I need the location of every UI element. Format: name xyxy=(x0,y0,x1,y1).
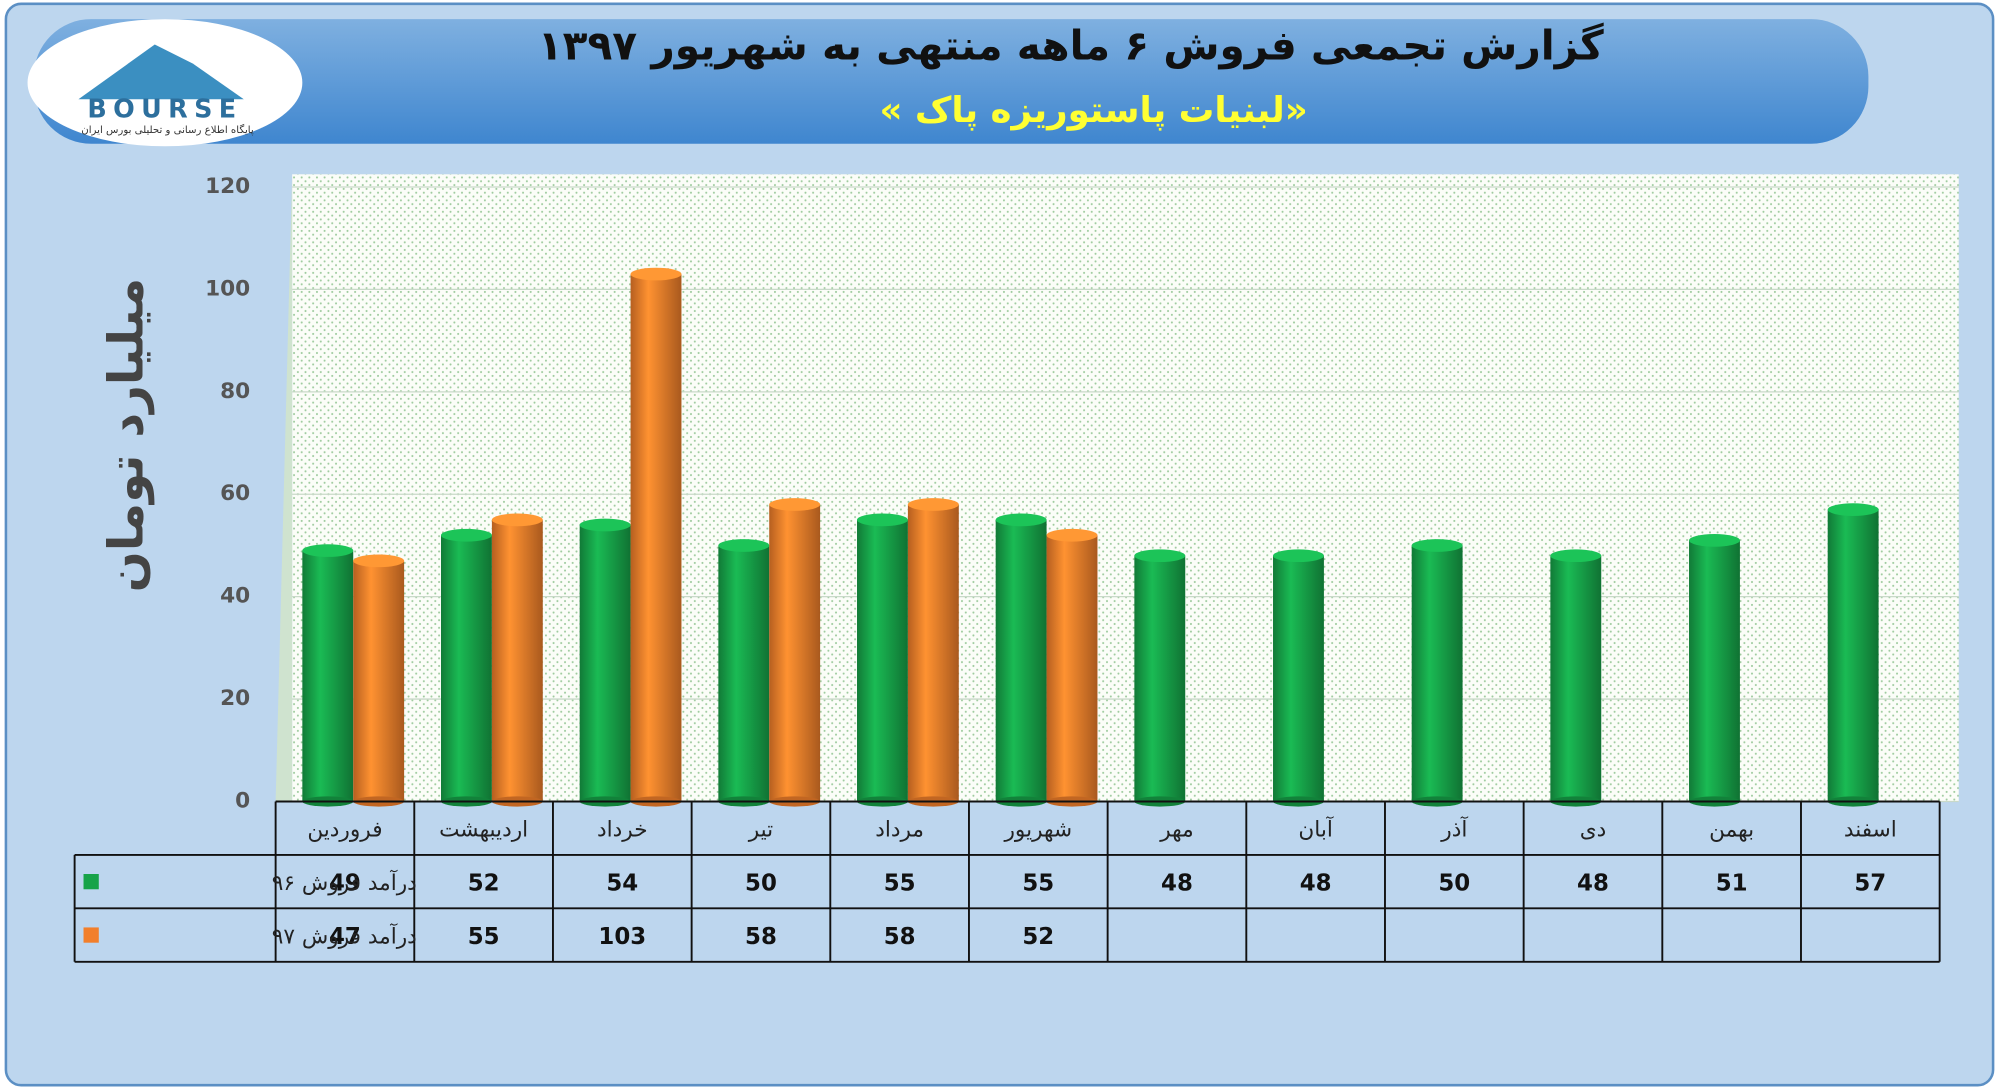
bar xyxy=(1273,555,1324,802)
data-label: 58 xyxy=(745,924,777,950)
data-label: 103 xyxy=(598,924,646,950)
y-tick-label: 40 xyxy=(220,584,250,609)
bar xyxy=(857,519,908,802)
x-tick-label: آذر xyxy=(1440,816,1468,843)
plot-area xyxy=(292,174,1959,802)
legend-swatch xyxy=(83,873,99,890)
bar xyxy=(302,550,354,802)
y-tick-label: 20 xyxy=(220,686,250,711)
y-tick-label: 0 xyxy=(235,788,250,813)
legend-label: درآمد فروش ۹۷ xyxy=(272,923,417,950)
data-label: 58 xyxy=(884,924,916,950)
bar-cap xyxy=(1134,549,1186,563)
bar-cap xyxy=(1550,549,1602,563)
x-tick-label: بهمن xyxy=(1709,818,1754,843)
bar-cap xyxy=(907,498,959,511)
data-label: 52 xyxy=(468,871,500,897)
y-axis-label: میلیارد تومان xyxy=(98,278,154,592)
bar-cap xyxy=(1273,549,1324,563)
bar-cap xyxy=(857,513,908,527)
logo-tagline: پایگاه اطلاع رسانی و تحلیلی بورس ایران xyxy=(81,123,254,136)
bar xyxy=(1134,555,1186,802)
bar xyxy=(995,519,1047,802)
y-tick-label: 120 xyxy=(205,174,250,199)
bar-cap xyxy=(1046,528,1098,542)
bar xyxy=(1411,545,1463,802)
y-tick-label: 100 xyxy=(205,276,250,301)
bar-cap xyxy=(718,539,770,552)
x-tick-label: دی xyxy=(1580,818,1607,843)
data-label: 48 xyxy=(1577,871,1609,897)
x-tick-label: شهریور xyxy=(1003,818,1072,843)
data-label: 48 xyxy=(1161,871,1193,897)
bar-cap xyxy=(630,267,682,281)
chart-title: گزارش تجمعی فروش ۶ ماهه منتهی به شهریور … xyxy=(538,21,1604,69)
x-tick-label: اسفند xyxy=(1844,818,1897,843)
data-label: 54 xyxy=(606,871,638,897)
data-label: 52 xyxy=(1022,924,1054,950)
y-tick-label: 60 xyxy=(220,481,250,506)
data-label: 55 xyxy=(1022,871,1054,897)
bar xyxy=(579,524,631,802)
bar-cap xyxy=(1689,533,1740,547)
x-tick-label: خرداد xyxy=(597,818,648,843)
legend-swatch xyxy=(83,927,99,943)
bar xyxy=(1046,535,1098,802)
title-banner xyxy=(33,19,1869,144)
x-tick-label: مرداد xyxy=(875,818,924,843)
bar xyxy=(353,560,405,802)
bar-cap xyxy=(769,498,821,511)
bar-cap xyxy=(441,528,492,542)
x-tick-label: مهر xyxy=(1159,818,1193,843)
bar-cap xyxy=(1827,503,1879,516)
bar xyxy=(630,274,682,802)
bar-cap xyxy=(353,554,405,568)
data-label: 50 xyxy=(745,871,777,897)
x-tick-label: اردیبهشت xyxy=(439,818,528,843)
data-label: 50 xyxy=(1438,871,1470,897)
bar-cap xyxy=(491,513,543,527)
x-tick-label: آبان xyxy=(1298,816,1333,843)
bar xyxy=(718,545,770,802)
bar xyxy=(1827,509,1879,802)
data-label: 51 xyxy=(1716,871,1748,897)
data-label: 55 xyxy=(884,871,916,897)
chart-subtitle: «لبنیات پاستوریزه پاک » xyxy=(880,90,1308,131)
bar-cap xyxy=(579,518,631,532)
bar xyxy=(1550,555,1602,802)
data-label: 55 xyxy=(468,924,500,950)
logo-name: BOURSE xyxy=(87,94,242,124)
x-tick-label: تیر xyxy=(748,818,773,843)
data-label: 47 xyxy=(329,924,361,950)
bar xyxy=(1689,540,1740,802)
data-label: 48 xyxy=(1300,871,1332,897)
bar-cap xyxy=(995,513,1047,527)
y-tick-label: 80 xyxy=(220,379,250,404)
bar-cap xyxy=(302,544,354,557)
bar xyxy=(907,504,959,802)
x-tick-label: فروردین xyxy=(307,818,382,843)
bar xyxy=(441,535,492,802)
bar xyxy=(769,504,821,802)
bar xyxy=(491,519,543,802)
legend-label: درآمد فروش ۹۶ xyxy=(272,869,417,896)
data-label: 49 xyxy=(329,871,361,897)
data-label: 57 xyxy=(1854,871,1886,897)
logo-icon xyxy=(78,44,244,100)
bar-cap xyxy=(1411,539,1463,552)
